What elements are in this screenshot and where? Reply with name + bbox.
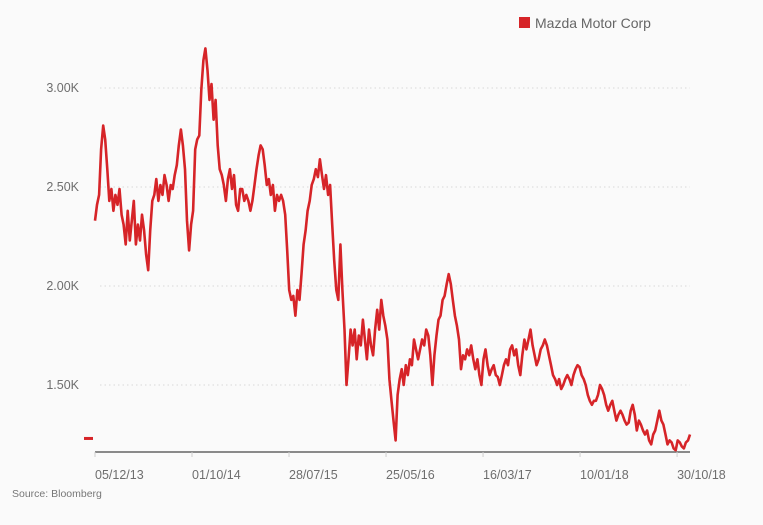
legend-swatch xyxy=(519,17,530,28)
y-tick-label: 2.00K xyxy=(46,279,79,293)
y-tick-label: 1.50K xyxy=(46,378,79,392)
x-tick-label: 28/07/15 xyxy=(289,468,338,482)
last-value-marker xyxy=(84,436,93,440)
legend-label: Mazda Motor Corp xyxy=(535,15,651,31)
source-note: Source: Bloomberg xyxy=(12,488,102,500)
y-axis-tick-labels: 3.00K 2.50K 2.00K 1.50K xyxy=(46,81,79,392)
x-tick-label: 10/01/18 xyxy=(580,468,629,482)
y-tick-label: 2.50K xyxy=(46,180,79,194)
legend: Mazda Motor Corp xyxy=(519,15,651,31)
x-tick-label: 25/05/16 xyxy=(386,468,435,482)
x-tick-label: 16/03/17 xyxy=(483,468,532,482)
gridlines xyxy=(100,87,690,386)
x-tick-label: 01/10/14 xyxy=(192,468,241,482)
x-axis-ticks: 05/12/13 01/10/14 28/07/15 25/05/16 16/03/17… xyxy=(94,452,726,482)
x-tick-label: 30/10/18 xyxy=(677,468,726,482)
x-tick-label: 05/12/13 xyxy=(95,468,144,482)
series-line-mazda-motor-corp xyxy=(93,47,692,452)
y-tick-label: 3.00K xyxy=(46,81,79,95)
